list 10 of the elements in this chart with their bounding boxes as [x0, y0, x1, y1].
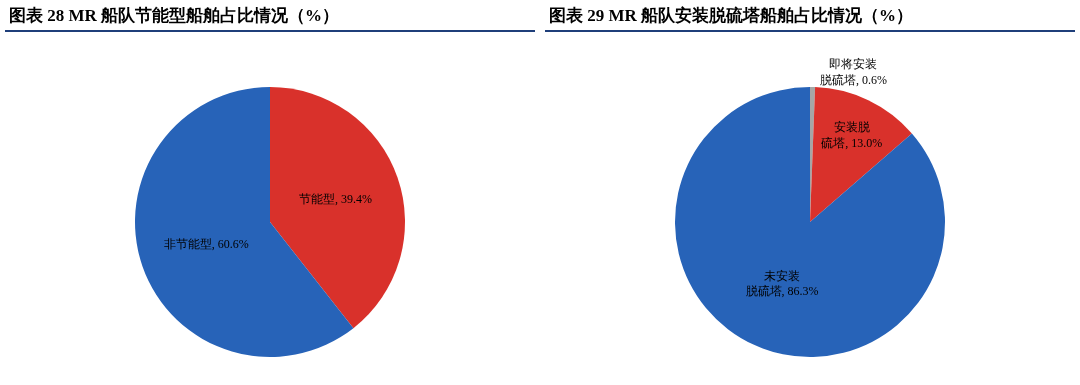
- slice-label: 非节能型, 60.6%: [163, 237, 249, 252]
- pie-slice: [270, 87, 405, 329]
- slice-label: 节能型, 39.4%: [299, 192, 373, 207]
- pie-slice: [810, 87, 912, 222]
- slice-label: 安装脱硫塔, 13.0%: [821, 120, 883, 150]
- pie-slice: [675, 87, 945, 357]
- chart-title: 图表 29 MR 船队安装脱硫塔船舶占比情况（%）: [545, 0, 1075, 32]
- slice-label: 未安装脱硫塔, 86.3%: [745, 268, 819, 299]
- slice-label: 即将安装脱硫塔, 0.6%: [819, 57, 887, 88]
- chart-title: 图表 28 MR 船队节能型船舶占比情况（%）: [5, 0, 535, 32]
